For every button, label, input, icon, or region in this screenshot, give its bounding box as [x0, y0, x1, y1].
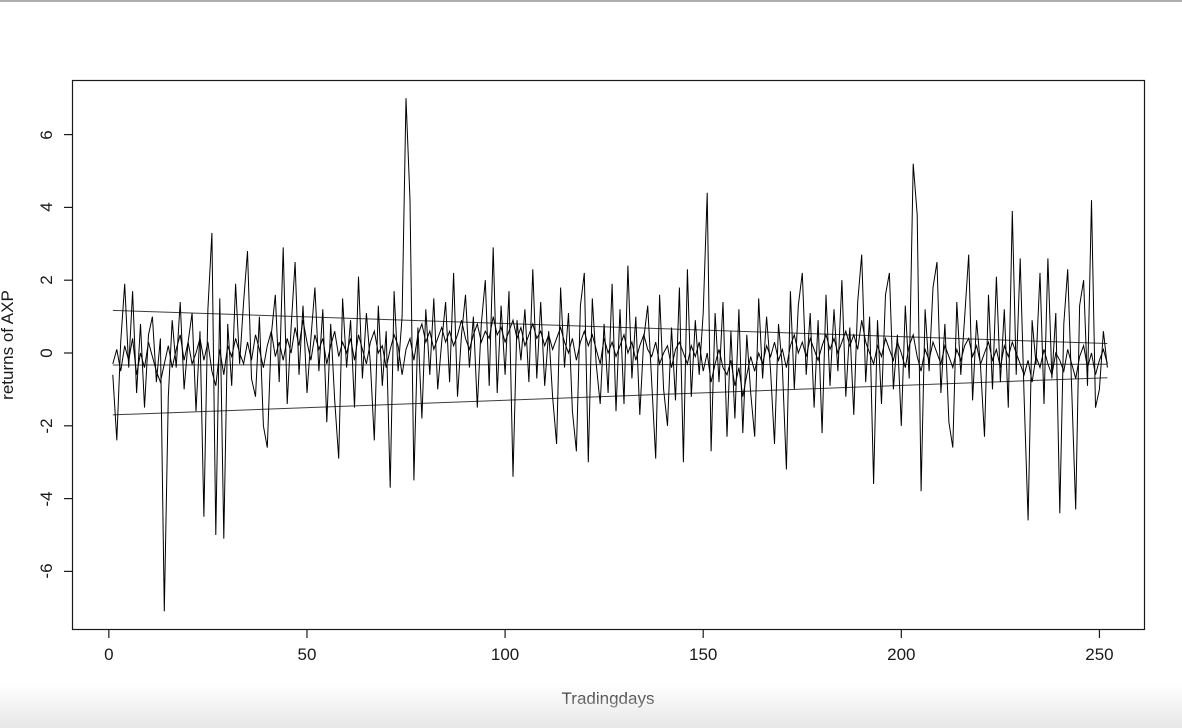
y-tick-label--6: -6	[37, 563, 56, 579]
y-tick-label-6: 6	[37, 129, 56, 140]
trend-line-1	[112, 363, 1108, 366]
x-tick-label-150: 150	[689, 645, 718, 664]
y-tick-label-0: 0	[37, 348, 56, 358]
x-tick-label-250: 250	[1085, 645, 1114, 664]
series-line-1	[112, 316, 1108, 397]
x-tick-label-0: 0	[104, 645, 114, 664]
y-axis-title: returns of AXP	[0, 290, 17, 400]
y-tick-label-2: 2	[37, 275, 56, 285]
plot-canvas	[64, 79, 1146, 638]
y-tick-label--4: -4	[37, 491, 56, 507]
window-bottom-shade	[0, 684, 1182, 728]
series-line-0	[112, 98, 1108, 612]
y-tick-label-4: 4	[37, 202, 56, 213]
x-tick-label-50: 50	[297, 645, 317, 664]
x-tick-label-200: 200	[887, 645, 916, 664]
window-top-border	[0, 0, 1182, 2]
x-tick-label-100: 100	[490, 645, 520, 664]
y-tick-label--2: -2	[37, 418, 56, 434]
plot-box	[71, 79, 1146, 631]
